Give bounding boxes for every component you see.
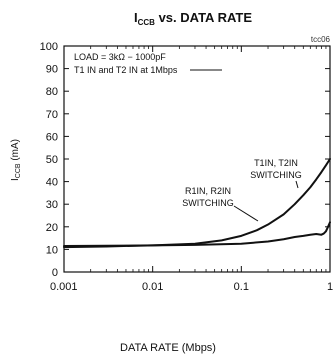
y-tick-label: 60 (46, 131, 58, 143)
series-lines (63, 158, 331, 249)
axis-ticks: 0 10 20 30 40 50 60 70 80 90 100 0.001 0.01 0.1 1 (40, 41, 333, 293)
x-tick-label: 1 (327, 281, 333, 293)
y-tick-label: 20 (46, 222, 58, 234)
y-tick-label: 90 (46, 64, 58, 76)
y-axis-label-main: I (10, 178, 21, 181)
y-axis-label: ICCB (mA) (10, 139, 22, 181)
annotation-t1in-line1: T1IN, T2IN (254, 158, 298, 168)
y-tick-label: 80 (46, 86, 58, 98)
y-tick-label: 40 (46, 177, 58, 189)
annotation-r1in-line1: R1IN, R2IN (185, 186, 231, 196)
series-line-1 (63, 221, 331, 248)
y-axis-label-unit: (mA) (10, 139, 21, 163)
y-tick-label: 0 (52, 267, 58, 279)
legend-line-1: LOAD = 3kΩ − 1000pF (74, 52, 166, 62)
chart-title-sub: CCB (138, 18, 156, 27)
chart-title: ICCB vs. DATA RATE (134, 10, 252, 27)
annotation-t1in-line2: SWITCHING (250, 170, 302, 180)
x-tick-label: 0.001 (50, 281, 78, 293)
figure-code: tcc06 (311, 35, 331, 44)
y-tick-label: 30 (46, 199, 58, 211)
chart-title-rest: vs. DATA RATE (155, 10, 252, 25)
x-tick-label: 0.01 (142, 281, 163, 293)
y-tick-label: 70 (46, 109, 58, 121)
y-tick-label: 100 (40, 41, 58, 53)
y-axis-label-sub: CCB (15, 163, 22, 178)
annotation-leader-t1in (295, 180, 299, 189)
annotation-r1in-line2: SWITCHING (182, 198, 234, 208)
legend-line-2: T1 IN and T2 IN at 1Mbps (74, 65, 178, 75)
x-tick-label: 0.1 (234, 281, 249, 293)
y-tick-label: 50 (46, 154, 58, 166)
x-axis-label: DATA RATE (Mbps) (120, 342, 216, 354)
annotation-leader-r1in (233, 205, 259, 222)
y-tick-label: 10 (46, 244, 58, 256)
chart-title-main: I (134, 10, 138, 25)
